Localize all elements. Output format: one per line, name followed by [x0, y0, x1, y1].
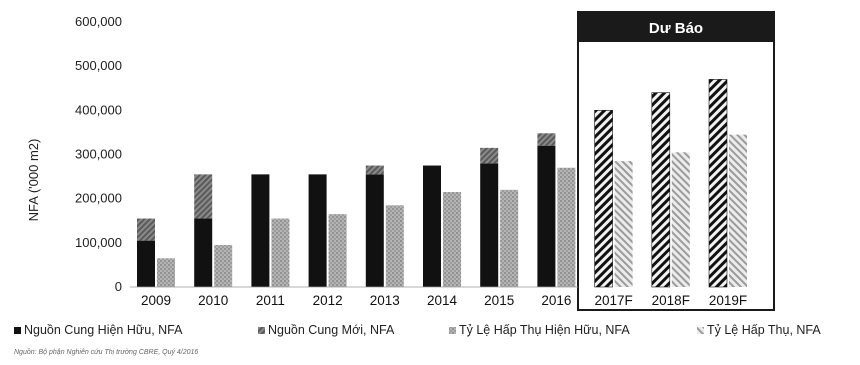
bar-new-supply [194, 174, 213, 219]
y-tick-label: 200,000 [75, 191, 122, 206]
bar-existing-supply-forecast [651, 92, 671, 288]
x-tick-label: 2018F [652, 293, 690, 308]
bar-new-supply [480, 147, 499, 164]
y-axis-title: NFA ('000 m2) [26, 139, 41, 222]
x-tick-label: 2010 [198, 293, 228, 308]
legend: Nguồn Cung Hiện Hữu, NFA Nguồn Cung Mới,… [14, 323, 821, 337]
x-tick-label: 2011 [256, 293, 285, 308]
bar-existing-supply [365, 174, 384, 287]
y-tick-label: 400,000 [75, 102, 122, 117]
x-tick-label: 2019F [709, 293, 747, 308]
forecast-title: Dư Báo [649, 20, 703, 37]
bar-new-supply [365, 165, 384, 175]
legend-swatch-existing [14, 327, 21, 334]
bar-absorption-existing [271, 218, 290, 287]
bars [137, 79, 747, 288]
bar-existing-supply [308, 174, 327, 287]
bar-absorption-existing [328, 214, 347, 287]
x-tick-label: 2012 [313, 293, 343, 308]
bar-existing-supply [194, 218, 213, 287]
x-tick-label: 2014 [427, 293, 458, 308]
x-tick-label: 2017F [594, 293, 632, 308]
legend-swatch-absorption-existing [449, 327, 456, 334]
bar-absorption-existing [157, 258, 175, 287]
legend-label-absorption-existing: Tỷ Lệ Hấp Thụ Hiện Hữu, NFA [459, 323, 630, 337]
bar-absorption-existing [385, 205, 404, 287]
bar-absorption-existing [557, 167, 576, 287]
forecast-header [578, 12, 774, 42]
bar-absorption-existing [500, 189, 519, 287]
bar-existing-supply [251, 174, 270, 287]
source-note: Nguồn: Bộ phận Nghiên cứu Thị trường CBR… [14, 347, 198, 356]
y-tick-label: 600,000 [75, 14, 122, 29]
legend-label-existing: Nguồn Cung Hiện Hữu, NFA [24, 323, 183, 337]
bar-existing-supply [137, 240, 155, 287]
y-tick-label: 300,000 [75, 147, 122, 162]
y-tick-label: 100,000 [75, 235, 122, 250]
y-axis-ticks: 0 100,000 200,000 300,000 400,000 500,000 600,… [75, 14, 122, 294]
y-tick-label: 0 [115, 279, 122, 294]
y-tick-label: 500,000 [75, 58, 122, 73]
legend-swatch-absorption [697, 327, 704, 334]
bar-existing-supply [423, 165, 441, 287]
bar-existing-supply [537, 145, 556, 287]
bar-absorption-existing [443, 192, 461, 287]
bar-existing-supply-forecast [708, 79, 728, 288]
bar-new-supply [537, 133, 556, 146]
x-tick-label: 2009 [141, 293, 171, 308]
bar-existing-supply [480, 163, 499, 287]
x-tick-label: 2013 [370, 293, 400, 308]
legend-label-new-supply: Nguồn Cung Mới, NFA [268, 323, 395, 337]
x-tick-label: 2016 [541, 293, 571, 308]
x-axis-labels: 2009 2010 2011 2012 2013 2014 2015 2016 2017F 201… [141, 293, 747, 308]
bar-absorption-forecast [671, 152, 690, 287]
bar-absorption-existing [214, 245, 233, 287]
bar-absorption-forecast [729, 134, 747, 287]
bar-absorption-forecast [614, 161, 633, 287]
legend-swatch-new-supply [258, 327, 265, 334]
bar-existing-supply-forecast [594, 110, 613, 288]
x-tick-label: 2015 [484, 293, 514, 308]
bar-new-supply [137, 218, 155, 241]
legend-label-absorption: Tỷ Lệ Hấp Thụ, NFA [707, 323, 821, 337]
